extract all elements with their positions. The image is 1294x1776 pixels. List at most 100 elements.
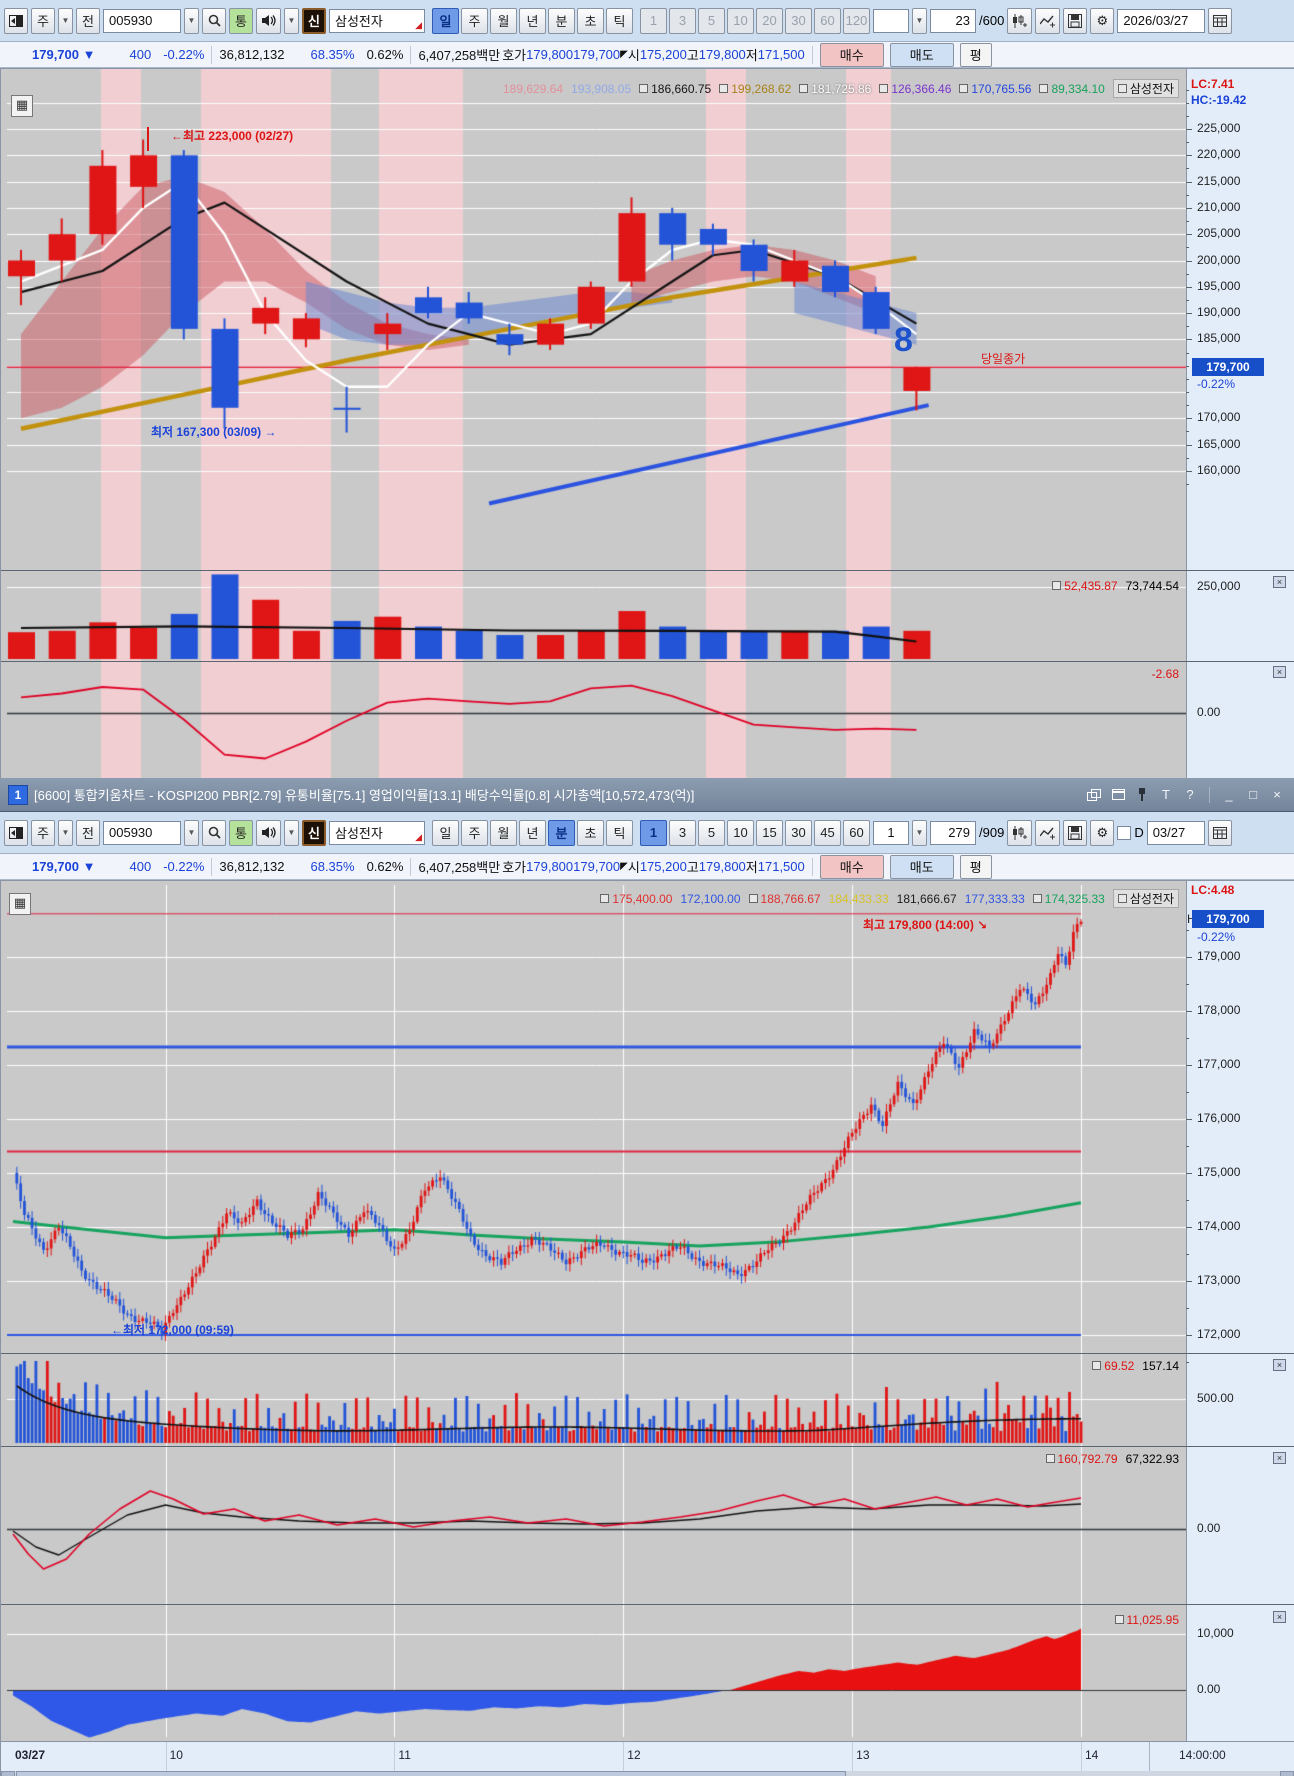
tab-일[interactable]: 일 xyxy=(432,7,459,34)
new-indicator-button[interactable]: 신 xyxy=(302,819,326,846)
sound-button[interactable] xyxy=(256,819,281,846)
code-dropdown[interactable]: ▼ xyxy=(184,819,199,846)
close-panel-button[interactable]: × xyxy=(1273,576,1286,588)
tab-년[interactable]: 년 xyxy=(519,819,546,846)
interval-select-top[interactable] xyxy=(873,8,909,33)
timeframe-dropdown[interactable]: ▼ xyxy=(58,819,73,846)
timeframe-dropdown[interactable]: ▼ xyxy=(58,7,73,34)
window-flip-button[interactable] xyxy=(4,7,28,34)
tab-주[interactable]: 주 xyxy=(461,819,488,846)
interval-60[interactable]: 60 xyxy=(843,819,870,846)
tab-월[interactable]: 월 xyxy=(490,7,517,34)
new-indicator-button[interactable]: 신 xyxy=(302,7,326,34)
stock-code-input[interactable]: 005930 xyxy=(103,820,181,845)
avg-button[interactable]: 평 xyxy=(959,854,992,879)
copy-window-button[interactable] xyxy=(1109,787,1127,803)
search-button[interactable] xyxy=(202,819,226,846)
settings-button[interactable]: ⚙ xyxy=(1090,7,1115,34)
help-button[interactable]: ? xyxy=(1181,787,1199,803)
tab-초[interactable]: 초 xyxy=(577,819,604,846)
panel-divider[interactable] xyxy=(1,661,1294,662)
sound-dropdown[interactable]: ▼ xyxy=(284,819,299,846)
weekly-chart-canvas[interactable] xyxy=(1,69,1186,779)
interval-5[interactable]: 5 xyxy=(698,819,725,846)
grid-settings-button[interactable]: ▦ xyxy=(11,95,33,117)
close-panel-button[interactable]: × xyxy=(1273,1452,1286,1464)
close-panel-button[interactable]: × xyxy=(1273,1359,1286,1371)
interval-20[interactable]: 20 xyxy=(756,7,783,34)
grid-settings-button[interactable]: ▦ xyxy=(9,893,31,915)
minimize-button[interactable]: _ xyxy=(1220,787,1238,803)
tab-주[interactable]: 주 xyxy=(461,7,488,34)
buy-button[interactable]: 매수 xyxy=(819,42,884,67)
interval-select-dropdown-top[interactable]: ▼ xyxy=(912,7,927,34)
pin-button[interactable] xyxy=(1133,787,1151,803)
settings-button[interactable]: ⚙ xyxy=(1090,819,1115,846)
close-panel-button[interactable]: × xyxy=(1273,666,1286,678)
interval-3[interactable]: 3 xyxy=(669,7,696,34)
add-candle-tool-button[interactable] xyxy=(1007,819,1033,846)
interval-30[interactable]: 30 xyxy=(785,819,812,846)
horizontal-scrollbar[interactable] xyxy=(1,1771,1294,1776)
interval-5[interactable]: 5 xyxy=(698,7,725,34)
interval-3[interactable]: 3 xyxy=(669,819,696,846)
tab-분[interactable]: 분 xyxy=(548,7,575,34)
panel-divider[interactable] xyxy=(1,1604,1294,1605)
maximize-button[interactable]: □ xyxy=(1244,787,1262,803)
sound-dropdown[interactable]: ▼ xyxy=(284,7,299,34)
interval-120[interactable]: 120 xyxy=(843,7,870,34)
avg-button[interactable]: 평 xyxy=(959,42,992,67)
interval-60[interactable]: 60 xyxy=(814,7,841,34)
close-panel-button[interactable]: × xyxy=(1273,1611,1286,1623)
stock-code-input[interactable]: 005930 xyxy=(103,8,181,33)
interval-select-bottom[interactable]: 1 xyxy=(873,820,909,845)
account-type-button[interactable]: 통 xyxy=(229,7,253,34)
interval-15[interactable]: 15 xyxy=(756,819,783,846)
calendar-button-bottom[interactable] xyxy=(1207,819,1232,846)
timeframe-button[interactable]: 주 xyxy=(31,819,55,846)
save-button[interactable] xyxy=(1063,819,1088,846)
search-button[interactable] xyxy=(202,7,226,34)
prev-stock-button[interactable]: 전 xyxy=(76,819,100,846)
bar-count-input-top[interactable]: 23 xyxy=(930,8,976,33)
panel-divider[interactable] xyxy=(1,570,1294,571)
interval-1[interactable]: 1 xyxy=(640,7,667,34)
add-line-tool-button[interactable] xyxy=(1035,819,1061,846)
prev-stock-button[interactable]: 전 xyxy=(76,7,100,34)
tab-틱[interactable]: 틱 xyxy=(606,7,633,34)
stock-name-field[interactable]: 삼성전자 ◢ xyxy=(329,8,425,33)
d-checkbox[interactable] xyxy=(1117,825,1132,840)
tab-년[interactable]: 년 xyxy=(519,7,546,34)
sell-button[interactable]: 매도 xyxy=(889,854,954,879)
minute-chart-canvas[interactable] xyxy=(1,881,1186,1741)
window-title-bar[interactable]: 1 [6600] 통합키움차트 - KOSPI200 PBR[2.79] 유통비… xyxy=(0,778,1294,812)
bar-count-input-bottom[interactable]: 279 xyxy=(930,820,976,845)
interval-10[interactable]: 10 xyxy=(727,7,754,34)
stock-name-field[interactable]: 삼성전자 ◢ xyxy=(329,820,425,845)
interval-10[interactable]: 10 xyxy=(727,819,754,846)
buy-button[interactable]: 매수 xyxy=(819,854,884,879)
interval-30[interactable]: 30 xyxy=(785,7,812,34)
scroll-left-button[interactable] xyxy=(1,1771,15,1776)
scroll-thumb[interactable] xyxy=(16,1771,846,1776)
sound-button[interactable] xyxy=(256,7,281,34)
interval-select-dropdown-bottom[interactable]: ▼ xyxy=(912,819,927,846)
date-field-bottom[interactable]: 03/27 xyxy=(1146,820,1205,845)
tab-초[interactable]: 초 xyxy=(577,7,604,34)
timeframe-button[interactable]: 주 xyxy=(31,7,55,34)
tab-월[interactable]: 월 xyxy=(490,819,517,846)
sell-button[interactable]: 매도 xyxy=(889,42,954,67)
interval-45[interactable]: 45 xyxy=(814,819,841,846)
code-dropdown[interactable]: ▼ xyxy=(184,7,199,34)
scroll-right-button[interactable] xyxy=(1280,1771,1294,1776)
panel-divider[interactable] xyxy=(1,1353,1294,1354)
calendar-button-top[interactable] xyxy=(1208,7,1233,34)
save-button[interactable] xyxy=(1063,7,1088,34)
add-candle-tool-button[interactable] xyxy=(1007,7,1033,34)
text-tool-button[interactable]: T xyxy=(1157,787,1175,803)
tab-분[interactable]: 분 xyxy=(548,819,575,846)
close-button[interactable]: × xyxy=(1268,787,1286,803)
tab-틱[interactable]: 틱 xyxy=(606,819,633,846)
date-field-top[interactable]: 2026/03/27 xyxy=(1117,8,1206,33)
detach-window-button[interactable] xyxy=(1085,787,1103,803)
